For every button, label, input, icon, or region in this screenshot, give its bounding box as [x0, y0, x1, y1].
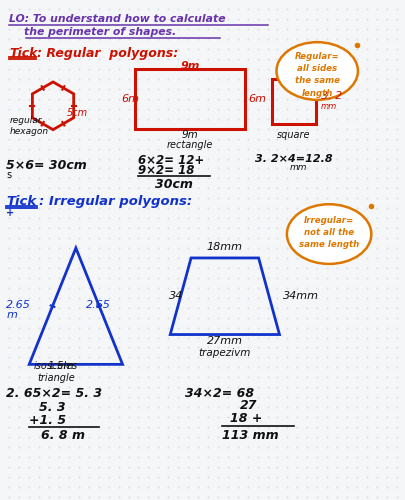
- Text: : Regular  polygons:: : Regular polygons:: [37, 47, 178, 60]
- Text: 2.65: 2.65: [6, 300, 31, 310]
- Text: m: m: [6, 310, 17, 320]
- Bar: [271, 79, 316, 124]
- Text: mm: mm: [290, 164, 307, 172]
- Text: : Irregular polygons:: : Irregular polygons:: [39, 196, 192, 208]
- Text: 2. 65×2= 5. 3: 2. 65×2= 5. 3: [6, 387, 102, 400]
- Text: 34mm: 34mm: [284, 291, 320, 301]
- Text: Tick: Tick: [6, 196, 36, 208]
- Text: 18mm: 18mm: [207, 242, 243, 252]
- Ellipse shape: [287, 204, 371, 264]
- Text: 5×6= 30cm: 5×6= 30cm: [6, 158, 87, 172]
- Text: 30cm: 30cm: [156, 178, 193, 192]
- Text: s: s: [6, 170, 11, 180]
- Text: 3. 2×4=12.8: 3. 2×4=12.8: [255, 154, 332, 164]
- Text: 34: 34: [169, 291, 183, 301]
- Text: 6m: 6m: [249, 94, 266, 104]
- Text: 9×2= 18: 9×2= 18: [139, 164, 195, 177]
- Text: isosceles
triangle: isosceles triangle: [34, 361, 78, 384]
- Text: 113 mm: 113 mm: [222, 429, 279, 442]
- Text: +: +: [6, 208, 15, 218]
- Ellipse shape: [277, 42, 358, 100]
- Text: 6×2= 12+: 6×2= 12+: [139, 154, 205, 166]
- Text: 5cm: 5cm: [67, 108, 88, 118]
- Text: trapezivm: trapezivm: [199, 348, 251, 358]
- Text: LO: To understand how to calculate: LO: To understand how to calculate: [9, 14, 226, 24]
- Text: 1.5m: 1.5m: [48, 362, 74, 372]
- Text: regular
hexagon: regular hexagon: [9, 116, 49, 136]
- Text: Tick: Tick: [9, 47, 38, 60]
- Text: 18 +: 18 +: [230, 412, 262, 425]
- Text: 9m: 9m: [182, 130, 198, 140]
- Text: Irregular=
not all the
same length: Irregular= not all the same length: [299, 216, 359, 250]
- Text: 3. 2: 3. 2: [321, 92, 343, 102]
- Text: Regular=
all sides
the same
length: Regular= all sides the same length: [295, 52, 340, 98]
- Text: the perimeter of shapes.: the perimeter of shapes.: [9, 27, 177, 37]
- Bar: [135, 69, 245, 128]
- Text: 2.65: 2.65: [86, 300, 111, 310]
- Text: 34×2= 68: 34×2= 68: [185, 387, 254, 400]
- Text: square: square: [277, 130, 311, 140]
- Text: 5. 3: 5. 3: [39, 401, 66, 414]
- Text: rectangle: rectangle: [167, 140, 213, 149]
- Text: 6m: 6m: [122, 94, 140, 104]
- Text: +1. 5: +1. 5: [29, 414, 66, 427]
- Text: mm: mm: [321, 102, 337, 111]
- Text: 27: 27: [240, 399, 257, 412]
- Text: 27mm: 27mm: [207, 336, 243, 346]
- Text: 9m: 9m: [180, 61, 200, 71]
- Text: 6. 8 m: 6. 8 m: [41, 429, 85, 442]
